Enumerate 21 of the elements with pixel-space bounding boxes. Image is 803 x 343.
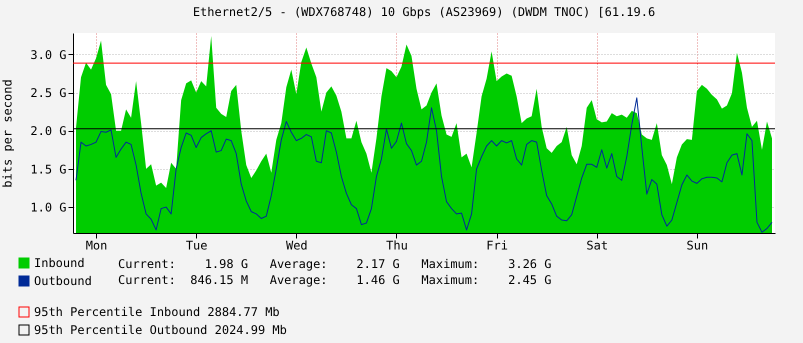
y-tick-label: 2.5 G	[30, 86, 66, 100]
x-tick-label: Sun	[686, 238, 708, 252]
y-tick-label: 2.0 G	[30, 124, 66, 138]
x-tick-label: Mon	[86, 238, 108, 252]
x-tick-label: Sat	[586, 238, 608, 252]
x-tick-label: Tue	[186, 238, 208, 252]
x-tick-label: Fri	[486, 238, 508, 252]
chart-title: Ethernet2/5 - (WDX768748) 10 Gbps (AS23969) (DWDM TNOC) [61.19.6	[192, 5, 656, 19]
y-tick-label: 1.0 G	[30, 200, 66, 215]
y-tick-label: 3.0 G	[30, 48, 66, 62]
text: Current: 1.98 G Average: 2.17 G Maximum: 3.26 G	[118, 256, 552, 272]
legend-label: 95th Percentile Inbound 2884.77 Mb	[34, 305, 280, 319]
legend-label: 95th Percentile Outbound 2024.99 Mb	[34, 323, 287, 337]
x-tick-label: Thu	[386, 238, 408, 252]
text: Current: 846.15 M Average: 1.46 G Maximum: 2.45 G	[118, 272, 552, 288]
line-series	[76, 97, 772, 233]
legend-label: Outbound	[34, 274, 92, 288]
y-tick-label: 1.5 G	[30, 162, 66, 176]
x-tick-label: Wed	[286, 238, 308, 252]
legend-label: Inbound	[34, 256, 85, 270]
y-axis-title: bits per second	[0, 79, 14, 188]
